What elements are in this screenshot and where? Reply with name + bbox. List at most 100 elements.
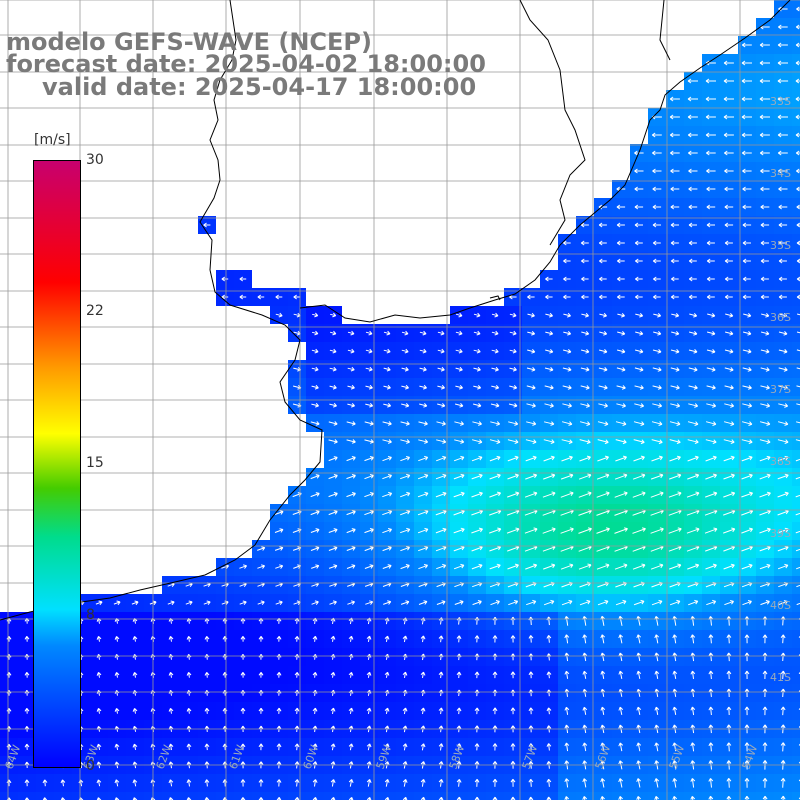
wind-arrow <box>311 600 319 605</box>
title-forecast-date: forecast date: 2025-04-02 18:00:00 <box>6 50 486 78</box>
wind-arrow <box>24 707 30 714</box>
wind-arrow <box>384 743 390 751</box>
wind-arrow <box>688 240 697 246</box>
colorbar-unit: [m/s] <box>34 132 71 148</box>
wind-arrow <box>382 439 392 444</box>
wind-arrow <box>777 473 789 480</box>
wind-arrow <box>708 778 714 788</box>
wind-arrow <box>436 439 447 444</box>
wind-arrow <box>742 367 752 372</box>
wind-arrow <box>653 276 661 282</box>
wind-arrow <box>402 779 408 787</box>
wind-cell <box>486 792 504 800</box>
wind-arrow <box>310 528 320 533</box>
wind-arrow <box>564 706 570 715</box>
wind-arrow <box>489 527 502 534</box>
wind-arrow <box>744 742 750 752</box>
wind-arrow <box>328 546 338 551</box>
wind-arrow <box>760 600 770 606</box>
wind-arrow <box>635 294 643 300</box>
wind-arrow <box>96 779 102 787</box>
wind-arrow <box>616 222 625 228</box>
wind-arrow <box>650 563 664 570</box>
wind-cell <box>792 270 800 288</box>
wind-arrow <box>328 510 338 516</box>
wind-arrow <box>578 563 592 570</box>
wind-arrow <box>670 204 680 210</box>
wind-arrow <box>596 527 610 534</box>
wind-arrow <box>400 456 411 462</box>
wind-arrow <box>526 385 536 390</box>
wind-arrow <box>778 403 789 408</box>
wind-arrow <box>742 186 752 192</box>
wind-arrow <box>777 150 788 156</box>
wind-cell <box>792 432 800 450</box>
wind-cell <box>198 792 216 800</box>
wind-arrow <box>778 204 788 210</box>
wind-arrow <box>706 385 716 390</box>
wind-arrow <box>635 276 643 282</box>
wind-arrow <box>310 510 320 516</box>
wind-arrow <box>672 742 678 752</box>
wind-arrow <box>310 474 320 480</box>
wind-arrow <box>762 634 768 644</box>
wind-arrow <box>723 455 735 462</box>
wind-arrow <box>724 294 733 300</box>
wind-arrow <box>168 779 174 787</box>
wind-arrow <box>742 330 752 336</box>
wind-arrow <box>778 367 788 372</box>
wind-arrow <box>687 96 698 102</box>
wind-arrow <box>329 366 337 372</box>
wind-arrow <box>796 367 800 370</box>
wind-arrow <box>617 312 625 318</box>
wind-cell <box>792 792 800 800</box>
wind-arrow <box>795 494 800 498</box>
wind-arrow <box>744 706 750 716</box>
wind-arrow <box>780 652 786 662</box>
wind-arrow <box>400 527 411 534</box>
wind-arrow <box>705 473 718 480</box>
wind-arrow <box>617 294 625 300</box>
wind-arrow <box>777 421 789 426</box>
wind-arrow <box>654 670 660 679</box>
wind-arrow <box>95 600 103 606</box>
wind-arrow <box>543 599 555 606</box>
wind-arrow <box>672 670 678 679</box>
wind-arrow <box>560 473 574 480</box>
wind-arrow <box>257 546 266 551</box>
wind-arrow <box>383 402 392 408</box>
wind-arrow <box>401 402 410 408</box>
wind-arrow <box>706 222 715 228</box>
wind-arrow <box>723 114 734 120</box>
wind-arrow <box>687 132 698 138</box>
wind-arrow <box>528 707 534 715</box>
wind-arrow <box>614 491 628 498</box>
wind-arrow <box>257 600 265 605</box>
wind-arrow <box>400 439 410 444</box>
wind-arrow <box>705 491 718 498</box>
wind-arrow <box>204 671 210 678</box>
wind-arrow <box>796 385 800 388</box>
wind-arrow <box>420 778 426 787</box>
wind-arrow <box>312 779 318 787</box>
wind-cell <box>576 792 594 800</box>
wind-arrow <box>741 455 753 462</box>
wind-cell <box>360 792 378 800</box>
wind-arrow <box>546 671 552 679</box>
wind-arrow <box>346 421 356 426</box>
wind-arrow <box>560 527 574 534</box>
wind-arrow <box>724 385 734 390</box>
wind-cell <box>630 792 648 800</box>
wind-arrow <box>578 473 592 480</box>
wind-arrow <box>723 439 735 444</box>
wind-arrow <box>526 403 536 408</box>
wind-arrow <box>203 222 211 228</box>
wind-arrow <box>472 421 482 426</box>
wind-arrow <box>312 312 319 318</box>
wind-arrow <box>419 330 427 336</box>
wind-arrow <box>650 527 664 534</box>
wind-arrow <box>274 510 284 515</box>
wind-arrow <box>780 742 786 752</box>
wind-arrow <box>544 385 554 390</box>
wind-arrow <box>651 455 663 462</box>
